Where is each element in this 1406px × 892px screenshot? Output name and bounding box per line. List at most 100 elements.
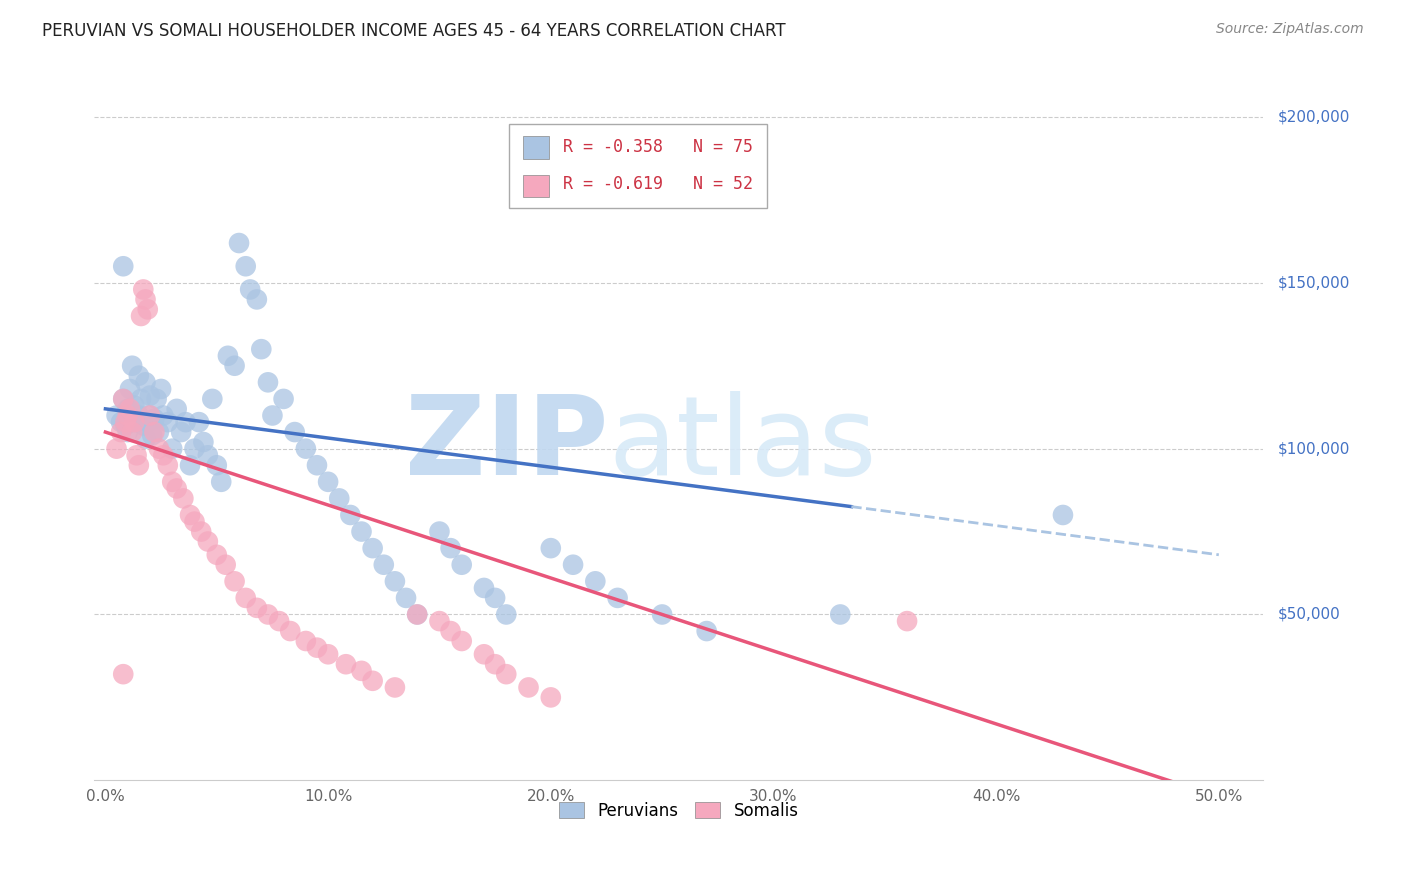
- Text: $200,000: $200,000: [1278, 110, 1350, 125]
- Point: [128, 409, 150, 423]
- Point: [134, 432, 156, 446]
- Point: [193, 435, 215, 450]
- Point: [197, 534, 219, 549]
- Point: [183, 515, 205, 529]
- Point: [156, 415, 179, 429]
- Point: [139, 409, 162, 423]
- Point: [136, 415, 159, 429]
- Point: [132, 418, 155, 433]
- Point: [429, 614, 451, 628]
- Point: [224, 359, 246, 373]
- Point: [188, 415, 211, 429]
- Point: [201, 392, 224, 406]
- Text: $50,000: $50,000: [1278, 607, 1340, 622]
- Point: [284, 425, 307, 439]
- Point: [830, 607, 852, 622]
- Point: [350, 524, 373, 539]
- Point: [215, 558, 238, 572]
- Point: [450, 634, 472, 648]
- Point: [373, 558, 395, 572]
- Point: [361, 673, 384, 688]
- Point: [132, 283, 155, 297]
- Point: [472, 647, 495, 661]
- Text: R = -0.619   N = 52: R = -0.619 N = 52: [562, 175, 754, 193]
- Point: [246, 600, 269, 615]
- Point: [651, 607, 673, 622]
- Point: [118, 382, 141, 396]
- Text: ZIP: ZIP: [405, 392, 609, 498]
- Point: [328, 491, 350, 506]
- Point: [484, 591, 506, 605]
- Text: atlas: atlas: [609, 392, 877, 498]
- Point: [250, 342, 273, 356]
- Point: [484, 657, 506, 672]
- Text: $150,000: $150,000: [1278, 276, 1350, 290]
- Point: [145, 392, 167, 406]
- Point: [134, 376, 156, 390]
- Point: [121, 359, 143, 373]
- Point: [143, 425, 166, 439]
- Point: [273, 392, 295, 406]
- Point: [105, 442, 128, 456]
- Point: [335, 657, 357, 672]
- Point: [209, 475, 232, 489]
- Point: [114, 418, 136, 433]
- Point: [406, 607, 429, 622]
- Point: [179, 508, 201, 522]
- Point: [305, 640, 328, 655]
- Point: [197, 448, 219, 462]
- Text: Source: ZipAtlas.com: Source: ZipAtlas.com: [1216, 22, 1364, 37]
- Point: [124, 415, 146, 429]
- Point: [439, 541, 461, 556]
- Point: [217, 349, 239, 363]
- Point: [540, 690, 562, 705]
- Point: [152, 448, 174, 462]
- Point: [896, 614, 918, 628]
- Point: [134, 293, 156, 307]
- Point: [183, 442, 205, 456]
- Point: [166, 482, 188, 496]
- Point: [395, 591, 418, 605]
- Text: PERUVIAN VS SOMALI HOUSEHOLDER INCOME AGES 45 - 64 YEARS CORRELATION CHART: PERUVIAN VS SOMALI HOUSEHOLDER INCOME AG…: [42, 22, 786, 40]
- Point: [125, 448, 148, 462]
- Point: [139, 409, 162, 423]
- Point: [117, 401, 139, 416]
- Point: [295, 634, 318, 648]
- Point: [239, 283, 262, 297]
- Point: [257, 376, 280, 390]
- Point: [166, 401, 188, 416]
- Point: [129, 309, 152, 323]
- Point: [224, 574, 246, 589]
- Point: [148, 442, 170, 456]
- FancyBboxPatch shape: [523, 175, 550, 197]
- FancyBboxPatch shape: [523, 136, 550, 159]
- Point: [112, 392, 135, 406]
- Point: [179, 458, 201, 473]
- Point: [384, 681, 406, 695]
- Point: [136, 302, 159, 317]
- Point: [156, 458, 179, 473]
- Point: [246, 293, 269, 307]
- Point: [583, 574, 606, 589]
- Point: [124, 399, 146, 413]
- Point: [112, 392, 135, 406]
- Point: [110, 415, 132, 429]
- Legend: Peruvians, Somalis: Peruvians, Somalis: [553, 796, 806, 827]
- Point: [429, 524, 451, 539]
- Point: [121, 425, 143, 439]
- Point: [495, 607, 517, 622]
- Point: [110, 425, 132, 439]
- Point: [295, 442, 318, 456]
- Point: [350, 664, 373, 678]
- Point: [316, 647, 339, 661]
- Point: [339, 508, 361, 522]
- Point: [172, 491, 194, 506]
- Point: [606, 591, 628, 605]
- Point: [228, 235, 250, 250]
- Point: [162, 475, 184, 489]
- Point: [278, 624, 301, 638]
- Point: [128, 368, 150, 383]
- Text: R = -0.358   N = 75: R = -0.358 N = 75: [562, 138, 754, 156]
- Point: [139, 388, 162, 402]
- Point: [143, 412, 166, 426]
